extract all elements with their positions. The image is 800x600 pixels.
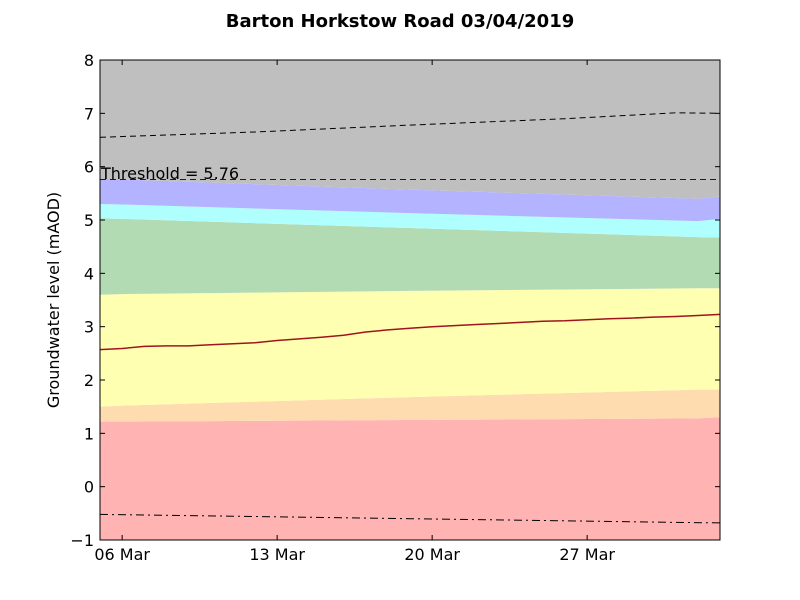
- y-tick-label: 5: [84, 211, 94, 230]
- y-tick-label: 3: [84, 318, 94, 337]
- y-tick-label: 6: [84, 158, 94, 177]
- band-layer: [100, 60, 720, 540]
- groundwater-level-line: [100, 313, 720, 351]
- x-tick-label: 27 Mar: [559, 545, 615, 564]
- y-tick-label: 8: [84, 51, 94, 70]
- y-tick-label: 2: [84, 371, 94, 390]
- y-tick-label: 0: [84, 478, 94, 497]
- y-axis: −1 0 1 2 3 4 5 6 7 8: [70, 51, 720, 550]
- band-5: [100, 204, 720, 238]
- plot-area: [99, 59, 721, 541]
- chart-title: Barton Horkstow Road 03/04/2019: [226, 11, 575, 32]
- series-layer: [100, 112, 720, 524]
- x-axis: 06 Mar 13 Mar 20 Mar 27 Mar: [94, 60, 615, 564]
- y-axis-label: Groundwater level (mAOD): [44, 192, 63, 408]
- band-2: [100, 389, 720, 422]
- band-6: [100, 179, 720, 222]
- upper-dashed-line: [100, 112, 720, 138]
- threshold-label: Threshold = 5.76: [100, 164, 239, 183]
- y-tick-label: −1: [70, 531, 94, 550]
- plot-frame: [99, 59, 721, 541]
- lower-dashdot-line: [100, 513, 720, 524]
- band-1: [100, 417, 720, 540]
- y-tick-label: 7: [84, 104, 94, 123]
- x-tick-label: 13 Mar: [249, 545, 305, 564]
- y-tick-label: 4: [84, 264, 94, 283]
- x-tick-label: 20 Mar: [404, 545, 460, 564]
- annotation-layer: Threshold = 5.76: [100, 164, 239, 183]
- band-4: [100, 218, 720, 295]
- y-tick-label: 1: [84, 424, 94, 443]
- band-7: [100, 60, 720, 199]
- band-3: [100, 288, 720, 407]
- x-tick-label: 06 Mar: [94, 545, 150, 564]
